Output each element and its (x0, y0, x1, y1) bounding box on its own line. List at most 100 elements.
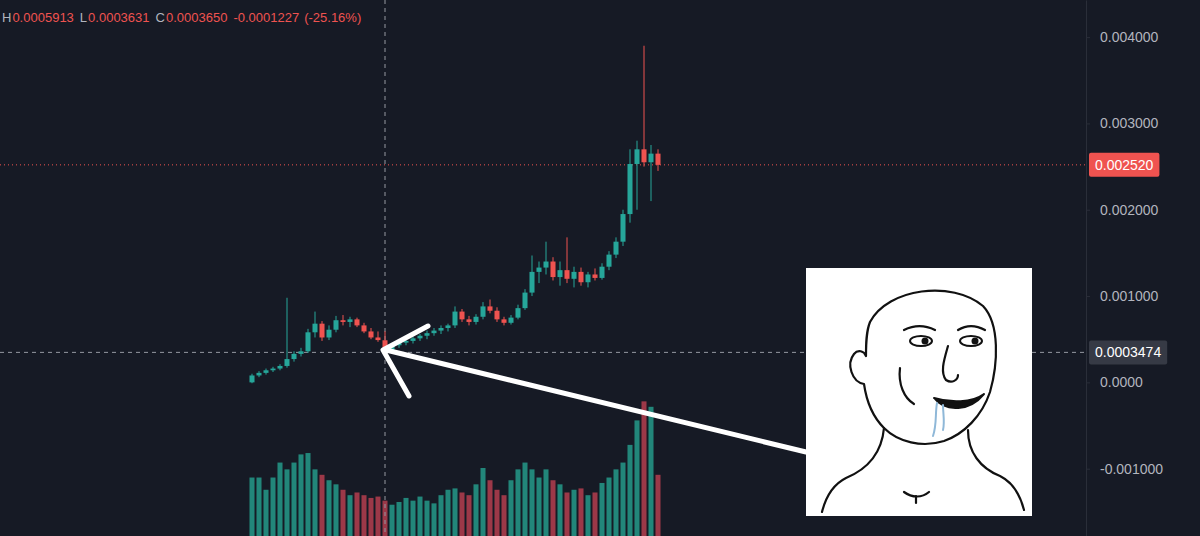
volume-bar (459, 492, 464, 536)
face-neck-left (822, 428, 884, 512)
candle-body (501, 319, 506, 322)
face-eye-left (910, 336, 932, 346)
candle-body (571, 272, 576, 279)
volume-bar (494, 490, 499, 536)
candle-body (270, 369, 275, 371)
y-tick: -0.001000 (1086, 461, 1163, 477)
y-tick-label: 0.0000 (1100, 374, 1143, 390)
ohlc-change-percent: (-25.16%) (304, 10, 361, 25)
candle-body (333, 320, 338, 329)
candle-body (368, 331, 373, 337)
candle-body (522, 293, 527, 309)
volume-bar (438, 495, 443, 536)
last-price-label: 0.002520 (1089, 153, 1159, 177)
candle-body (417, 336, 422, 339)
volume-bar (536, 478, 541, 536)
candle-body (445, 325, 450, 328)
volume-bars (249, 401, 660, 536)
ohlc-value: 0.0003650 (166, 10, 227, 25)
last-price-label-box (1089, 153, 1159, 177)
volume-bar (312, 469, 317, 536)
annotation-layer (383, 268, 1032, 516)
volume-axis-line (1086, 401, 1087, 536)
volume-bar (473, 484, 478, 536)
volume-bar (298, 454, 303, 536)
ohlc-value: 0.0003631 (88, 10, 149, 25)
candle-body (361, 325, 366, 331)
candle-body (494, 311, 499, 320)
volume-bar (515, 469, 520, 536)
chart-container: -0.0010000.00000.0010000.0020000.0030000… (0, 0, 1200, 536)
meme-frame (806, 268, 1032, 516)
face-neck-right (968, 430, 1024, 510)
volume-bar (606, 478, 611, 536)
volume-bar (389, 505, 394, 536)
candle-body (354, 319, 359, 325)
volume-bar (361, 495, 366, 536)
candle-body (634, 149, 639, 164)
volume-bar (326, 480, 331, 536)
volume-layer (249, 401, 660, 536)
ohlc-value: 0.0005913 (12, 10, 73, 25)
candle-layer (249, 46, 660, 383)
face-nose (943, 346, 958, 382)
candle-body (585, 274, 590, 282)
candle-body (564, 270, 569, 279)
text-layer: H0.0005913L0.0003631C0.0003650-0.0001227… (2, 10, 361, 25)
candle-body (641, 149, 646, 162)
volume-bar (410, 501, 415, 536)
volume-bar (529, 469, 534, 536)
ohlc-prefix: L (80, 10, 87, 25)
arrow-head (383, 326, 428, 396)
y-tick-mark (1086, 210, 1090, 211)
candle-body (305, 332, 310, 351)
volume-bar (634, 420, 639, 536)
volume-bar (550, 480, 555, 536)
candle-body (620, 214, 625, 242)
ohlc-change: -0.0001227 (233, 10, 299, 25)
axis-layer: -0.0010000.00000.0010000.0020000.0030000… (1086, 1, 1167, 536)
y-tick-mark (1086, 296, 1090, 297)
face-brow-right (958, 326, 985, 330)
y-tick-label: 0.003000 (1100, 115, 1159, 131)
candle-body (424, 333, 429, 336)
candle-wick (287, 298, 288, 368)
volume-axis (1086, 401, 1087, 536)
chart-svg: -0.0010000.00000.0010000.0020000.0030000… (0, 0, 1200, 536)
volume-bar (333, 484, 338, 536)
candle-body (326, 330, 331, 338)
candle-body (466, 319, 471, 322)
volume-bar (368, 498, 373, 536)
volume-bar (571, 490, 576, 536)
candle-wick (490, 300, 491, 314)
candle-body (347, 319, 352, 322)
candle-body (284, 359, 289, 366)
volume-bar (592, 492, 597, 536)
candle-body (613, 242, 618, 255)
candle-body (543, 262, 548, 268)
candle-body (473, 317, 478, 322)
volume-bar (305, 453, 310, 536)
arrow-shaft (386, 350, 806, 452)
y-tick: 0.0000 (1086, 374, 1143, 390)
candle-body (480, 306, 485, 316)
candle-body (536, 268, 541, 272)
candle-body (599, 267, 604, 278)
volume-bar (578, 488, 583, 536)
volume-bar (613, 469, 618, 536)
face-cheek (900, 368, 914, 404)
background (0, 0, 1200, 536)
candle-body (375, 337, 380, 340)
volume-bar (347, 495, 352, 536)
volume-bar (375, 497, 380, 536)
candle-body (648, 154, 653, 163)
candle-wick (644, 46, 645, 167)
candle-wick (539, 262, 540, 284)
y-axis: -0.0010000.00000.0010000.0020000.0030000… (1086, 1, 1163, 536)
candle-body (298, 351, 303, 354)
volume-bar (424, 501, 429, 536)
candle-body (550, 262, 555, 278)
candle-wick (378, 331, 379, 341)
volume-bar (543, 469, 548, 536)
candle-body (627, 164, 632, 214)
